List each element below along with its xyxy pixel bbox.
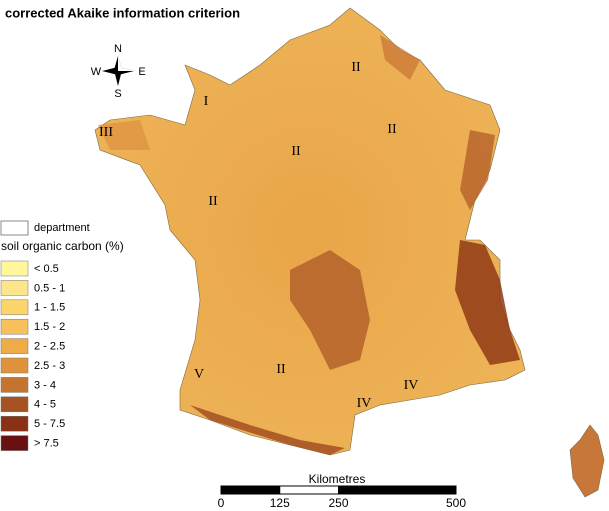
scale-title: Kilometres — [309, 472, 366, 486]
legend-label: 3 - 4 — [34, 379, 56, 391]
legend-swatch — [0, 435, 29, 451]
alps — [455, 240, 520, 365]
region-label: IV — [357, 396, 372, 411]
ardennes — [380, 35, 420, 80]
legend-label: 5 - 7.5 — [34, 418, 65, 430]
scale-segment — [338, 485, 457, 495]
scale-segment — [279, 485, 339, 495]
legend-boundary: department — [34, 222, 90, 234]
compass-e: E — [138, 66, 145, 78]
legend-swatch — [0, 377, 29, 393]
legend-swatch — [0, 280, 29, 296]
legend-swatch — [0, 338, 29, 354]
region-label: II — [351, 60, 361, 75]
region-label: V — [194, 367, 204, 382]
department-swatch — [0, 220, 29, 236]
legend-swatch — [0, 357, 29, 374]
legend-swatch — [0, 318, 29, 335]
legend-swatch — [0, 299, 29, 316]
scale-tick-label: 125 — [270, 496, 290, 510]
legend-label: 2.5 - 3 — [34, 360, 65, 372]
compass — [102, 56, 134, 86]
scale-tick-label: 500 — [446, 496, 466, 510]
compass-s: S — [114, 88, 121, 100]
legend-label: > 7.5 — [34, 438, 59, 450]
pyrenees — [190, 405, 345, 455]
corsica — [569, 424, 605, 498]
legend-label: 1 - 1.5 — [34, 302, 65, 314]
region-label: I — [204, 94, 209, 109]
brittany — [98, 120, 150, 150]
region-label: II — [291, 144, 301, 159]
legend-title: soil organic carbon (%) — [1, 239, 124, 253]
jura-vosges — [460, 130, 495, 210]
legend-swatch — [0, 415, 29, 432]
france-outline — [94, 7, 526, 456]
legend-label: < 0.5 — [34, 263, 59, 275]
legend-label: 2 - 2.5 — [34, 341, 65, 353]
region-label: II — [276, 362, 286, 377]
scale-tick-label: 250 — [328, 496, 348, 510]
region-label: IV — [404, 378, 419, 393]
compass-n: N — [114, 43, 122, 55]
region-label: II — [387, 122, 397, 137]
legend-label: 1.5 - 2 — [34, 321, 65, 333]
massif-central — [290, 250, 370, 370]
legend-label: 4 - 5 — [34, 399, 56, 411]
scale-segment — [220, 485, 281, 495]
legend-swatch — [0, 396, 29, 413]
legend-label: 0.5 - 1 — [34, 282, 65, 294]
legend-swatch — [0, 260, 29, 277]
region-label: III — [99, 125, 113, 140]
scale-tick-label: 0 — [218, 496, 225, 510]
compass-w: W — [91, 66, 102, 78]
region-label: II — [208, 194, 218, 209]
title: corrected Akaike information criterion — [5, 5, 240, 20]
